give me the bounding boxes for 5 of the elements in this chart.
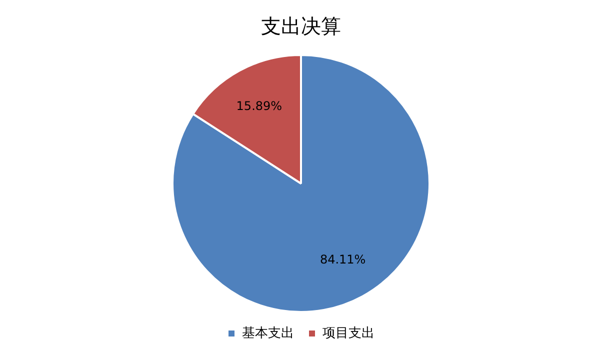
data-label: 84.11% [320, 252, 366, 266]
legend-label: 项目支出 [322, 326, 374, 341]
data-label: 15.89% [236, 98, 282, 113]
legend-label: 基本支出 [242, 326, 294, 341]
chart-title: 支出决算 [261, 14, 341, 38]
